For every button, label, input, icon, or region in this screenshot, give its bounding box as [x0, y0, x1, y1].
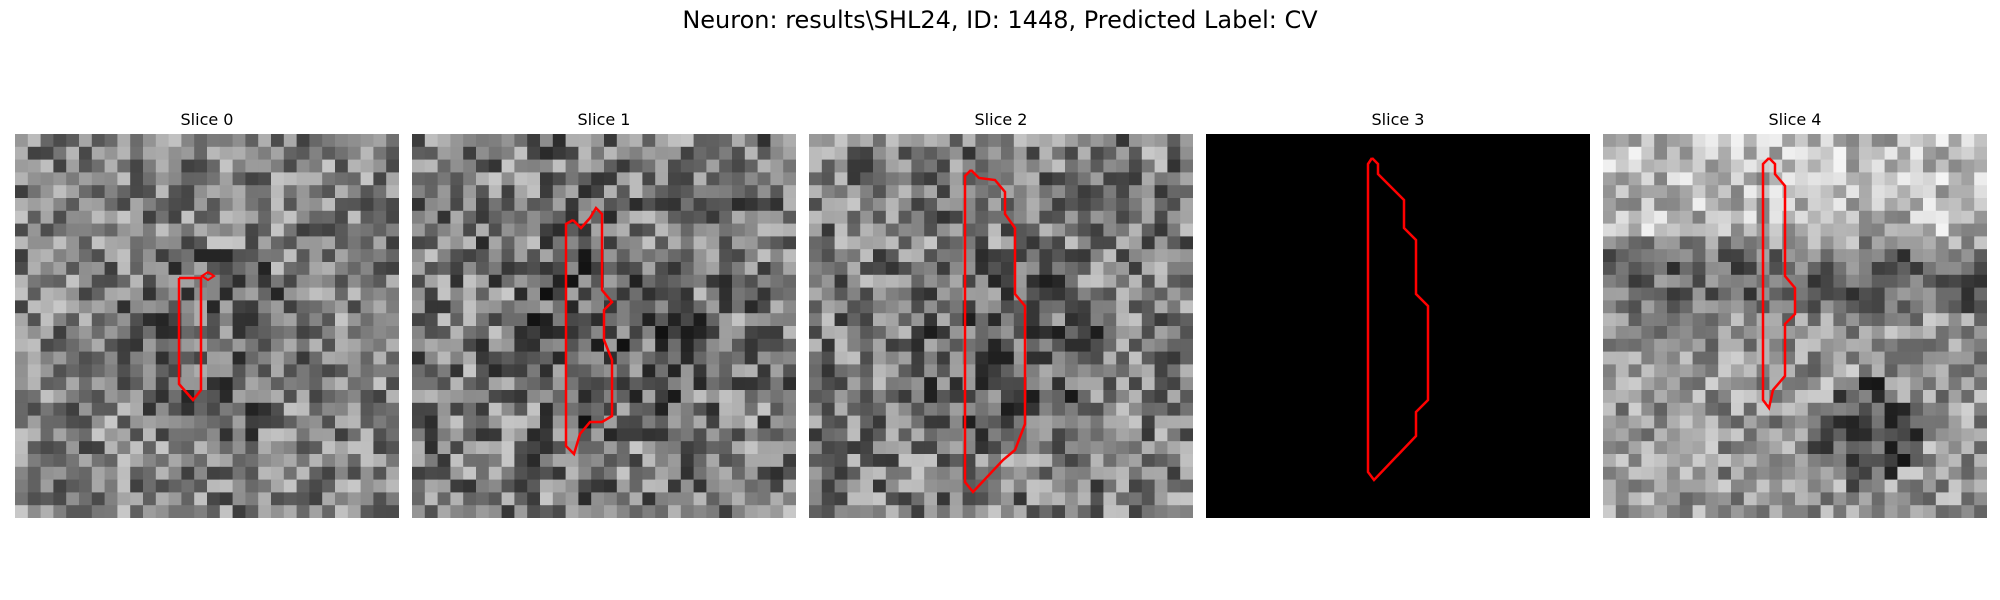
contour-line-3 [1366, 157, 1430, 482]
slice-title-4: Slice 4 [1768, 110, 1822, 129]
slice-panel-3: Slice 3 [1206, 110, 1590, 518]
slice-panel-4: Slice 4 [1603, 110, 1987, 518]
slice-image-0 [15, 134, 399, 518]
slice-image-1 [412, 134, 796, 518]
slice-image-4 [1603, 134, 1987, 518]
black-background [1206, 134, 1590, 518]
contour-line-4 [1761, 157, 1797, 411]
slice-image-2 [809, 134, 1193, 518]
slice-title-2: Slice 2 [974, 110, 1028, 129]
figure-title: Neuron: results\SHL24, ID: 1448, Predict… [682, 6, 1318, 34]
slice-title-3: Slice 3 [1371, 110, 1425, 129]
slice-image-3 [1206, 134, 1590, 518]
slice-title-1: Slice 1 [577, 110, 631, 129]
contour-line-1 [564, 205, 614, 457]
slice-panel-0: Slice 0 [15, 110, 399, 518]
contour-line-0b [200, 271, 216, 282]
contour-line-2 [963, 169, 1027, 494]
contour-line-0 [177, 276, 203, 402]
slice-title-0: Slice 0 [180, 110, 234, 129]
slice-panel-1: Slice 1 [412, 110, 796, 518]
slice-panel-2: Slice 2 [809, 110, 1193, 518]
